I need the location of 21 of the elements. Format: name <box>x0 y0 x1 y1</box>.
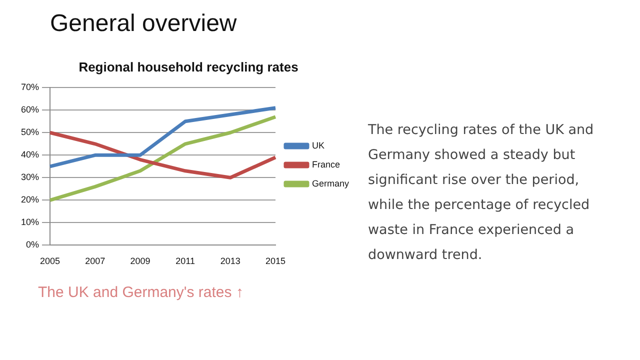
y-tick-label: 10% <box>21 217 40 228</box>
x-tick-label: 2013 <box>220 256 240 266</box>
legend-label: Germany <box>312 178 350 188</box>
legend-label: UK <box>312 140 325 150</box>
legend-label: France <box>312 159 340 170</box>
x-tick-label: 2007 <box>85 256 106 266</box>
chart-title: Regional household recycling rates <box>78 59 298 74</box>
text: The recycling rates of the UK and Germany showed a steady but significant rise over the period, while the percentage of recycled waste in France experienced a downward trend. <box>368 121 595 265</box>
text: General overview <box>50 10 237 38</box>
x-tick-label: 2015 <box>265 256 286 266</box>
x-tick-label: 2005 <box>40 256 60 266</box>
y-tick-label: 50% <box>21 127 40 138</box>
y-tick-label: 60% <box>21 104 40 115</box>
y-tick-label: 30% <box>21 172 40 182</box>
x-tick-label: 2011 <box>176 256 195 266</box>
y-tick-label: 0% <box>26 240 40 250</box>
y-tick-label: 70% <box>21 82 40 92</box>
x-tick-label: 2009 <box>130 256 150 266</box>
y-tick-label: 40% <box>21 150 40 160</box>
text: The UK and Germany's rates ↑ <box>38 284 244 301</box>
y-tick-label: 20% <box>21 194 40 205</box>
